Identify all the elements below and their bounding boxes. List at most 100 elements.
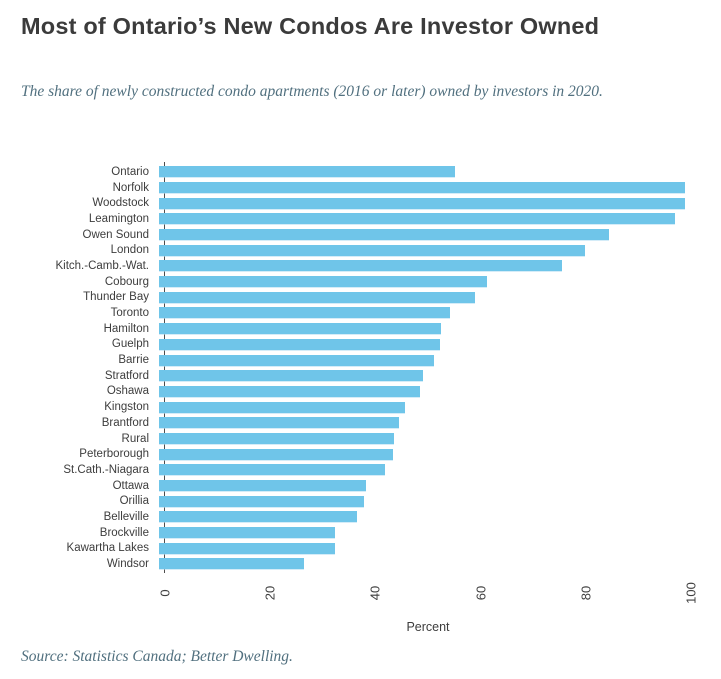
- category-label: Leamington: [88, 212, 149, 225]
- bar-track: [157, 258, 683, 274]
- bar-track: [157, 274, 683, 290]
- bar-track: [157, 164, 683, 180]
- bar-track: [157, 399, 683, 415]
- bar-track: [157, 556, 683, 572]
- bar-track: [157, 384, 683, 400]
- x-tick-label: 100: [683, 582, 699, 604]
- category-label: Hamilton: [103, 322, 149, 335]
- bar-track: [157, 352, 683, 368]
- bar-track: [157, 493, 683, 509]
- value-bar: [158, 464, 385, 476]
- bar-row: Rural: [0, 431, 691, 447]
- value-bar: [158, 291, 475, 303]
- value-bar: [158, 417, 399, 429]
- bar-track: [157, 525, 683, 541]
- category-label: Thunder Bay: [83, 291, 149, 304]
- y-axis-line: [163, 162, 165, 573]
- bar-track: [157, 415, 683, 431]
- bar-track: [157, 290, 683, 306]
- category-label: Guelph: [111, 338, 149, 351]
- value-bar: [158, 166, 456, 178]
- x-tick-label: 80: [578, 585, 594, 601]
- bar-track: [157, 509, 683, 525]
- value-bar: [158, 527, 335, 539]
- bar-track: [157, 368, 683, 384]
- bar-track: [157, 321, 683, 337]
- x-axis-ticks: 0 20 40 60 80 100: [158, 577, 699, 610]
- value-bar: [158, 244, 585, 256]
- bar-track: [157, 446, 683, 462]
- x-tick-label: 60: [473, 585, 489, 601]
- bar-row: Windsor: [0, 556, 691, 572]
- value-bar: [158, 197, 685, 209]
- bar-row: Cobourg: [0, 274, 691, 290]
- bar-track: [157, 195, 685, 211]
- x-tick-label: 20: [262, 585, 278, 601]
- category-label: Barrie: [118, 354, 149, 367]
- bar-row: London: [0, 242, 691, 258]
- category-label: Rural: [121, 432, 149, 445]
- category-label: Windsor: [106, 558, 149, 571]
- value-bar: [158, 307, 451, 319]
- bar-row: Woodstock: [0, 195, 691, 211]
- page-title: Most of Ontario’s New Condos Are Investo…: [21, 13, 600, 39]
- bar-row: Ontario: [0, 164, 691, 180]
- value-bar: [158, 385, 420, 397]
- category-label: Kawartha Lakes: [66, 542, 149, 555]
- bar-row: Kingston: [0, 399, 691, 415]
- value-bar: [158, 511, 357, 523]
- bar-row: Leamington: [0, 211, 691, 227]
- category-label: Owen Sound: [82, 228, 150, 241]
- value-bar: [158, 401, 406, 413]
- category-label: Ontario: [111, 165, 149, 178]
- category-label: Cobourg: [104, 275, 149, 288]
- value-bar: [158, 323, 441, 335]
- bar-row: Norfolk: [0, 180, 691, 196]
- category-label: Belleville: [103, 510, 149, 523]
- category-label: Peterborough: [79, 448, 149, 461]
- value-bar: [158, 229, 610, 241]
- value-bar: [158, 370, 423, 382]
- bar-rows: Ontario Norfolk Woodstock Leamington Owen So…: [0, 164, 691, 572]
- bar-track: [157, 462, 683, 478]
- bar-row: St.Cath.-Niagara: [0, 462, 691, 478]
- value-bar: [158, 260, 563, 272]
- category-label: London: [110, 244, 149, 257]
- bar-track: [157, 242, 683, 258]
- bar-row: Kawartha Lakes: [0, 541, 691, 557]
- value-bar: [158, 448, 394, 460]
- value-bar: [158, 480, 366, 492]
- bar-row: Kitch.-Camb.-Wat.: [0, 258, 691, 274]
- bar-row: Brantford: [0, 415, 691, 431]
- category-label: Norfolk: [112, 181, 149, 194]
- x-tick-label: 40: [367, 585, 383, 601]
- bar-track: [157, 337, 683, 353]
- category-label: Orillia: [119, 495, 149, 508]
- category-label: Brantford: [101, 416, 149, 429]
- bar-row: Oshawa: [0, 384, 691, 400]
- value-bar: [158, 181, 685, 193]
- bar-track: [157, 431, 683, 447]
- source-note: Source: Statistics Canada; Better Dwelli…: [21, 648, 293, 665]
- category-label: Ottawa: [112, 479, 149, 492]
- category-label: Kingston: [104, 401, 149, 414]
- value-bar: [158, 542, 335, 554]
- bar-track: [157, 227, 683, 243]
- value-bar: [158, 495, 364, 507]
- category-label: Brockville: [99, 526, 149, 539]
- category-label: Toronto: [110, 307, 149, 320]
- bar-row: Barrie: [0, 352, 691, 368]
- bar-row: Belleville: [0, 509, 691, 525]
- value-bar: [158, 558, 304, 570]
- value-bar: [158, 276, 488, 288]
- bar-track: [157, 541, 683, 557]
- bar-track: [157, 478, 683, 494]
- category-label: Stratford: [104, 369, 149, 382]
- category-label: St.Cath.-Niagara: [63, 463, 149, 476]
- bar-row: Toronto: [0, 305, 691, 321]
- bar-track: [157, 180, 685, 196]
- bar-row: Orillia: [0, 493, 691, 509]
- bar-row: Peterborough: [0, 446, 691, 462]
- chart-subtitle: The share of newly constructed condo apa…: [21, 83, 603, 100]
